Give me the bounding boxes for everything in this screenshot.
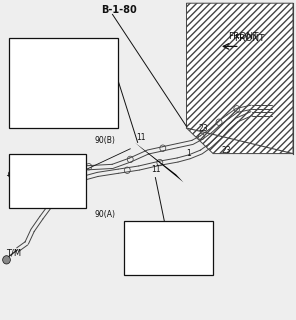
Text: 23: 23	[198, 124, 208, 132]
Circle shape	[3, 256, 10, 264]
Bar	[9, 154, 86, 208]
Polygon shape	[135, 142, 184, 182]
Text: 11: 11	[151, 165, 160, 174]
Text: 90(A): 90(A)	[95, 210, 116, 219]
Text: 11: 11	[136, 133, 146, 142]
Text: 23: 23	[222, 146, 232, 155]
Text: FRONT: FRONT	[234, 34, 264, 43]
Bar	[15, 173, 27, 181]
Circle shape	[164, 241, 171, 249]
Text: 46: 46	[169, 232, 178, 241]
Text: T/M: T/M	[6, 175, 21, 184]
Polygon shape	[186, 3, 293, 154]
Circle shape	[8, 171, 15, 178]
Text: 90(B): 90(B)	[95, 136, 116, 145]
Text: 151: 151	[166, 252, 180, 260]
Text: T/M: T/M	[6, 248, 21, 257]
Circle shape	[91, 92, 98, 100]
Bar	[9, 38, 118, 128]
Text: FRONT: FRONT	[228, 32, 258, 41]
Bar	[124, 221, 213, 275]
Text: B-2-33: B-2-33	[59, 114, 90, 123]
Text: 209: 209	[27, 159, 42, 168]
Text: 46: 46	[30, 82, 39, 91]
Text: 1: 1	[186, 149, 191, 158]
Text: B-1-80: B-1-80	[101, 4, 136, 15]
